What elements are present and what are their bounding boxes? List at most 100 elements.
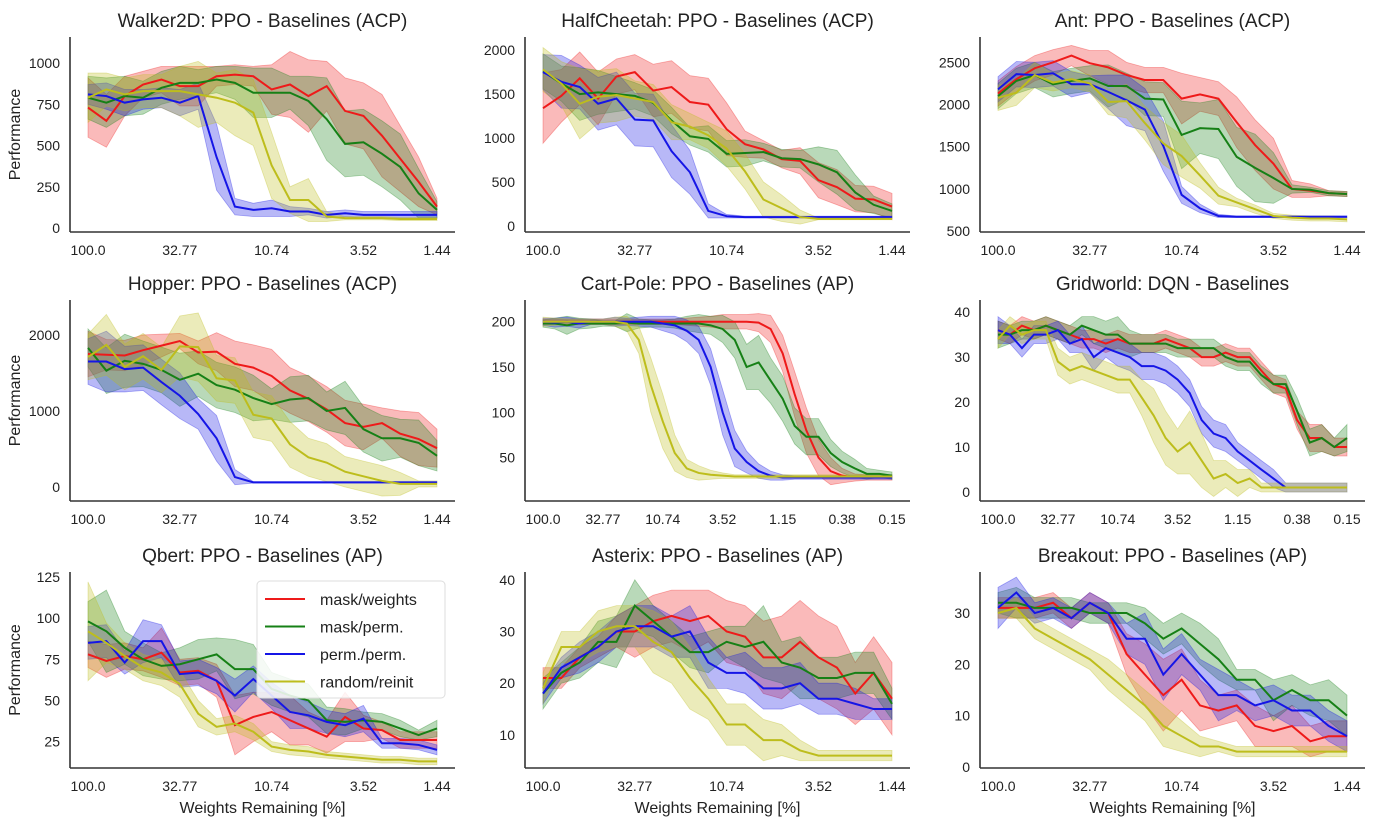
- x-tick-label: 100.0: [980, 511, 1015, 527]
- line-random-reinit: [997, 324, 1347, 489]
- x-tick-label: 100.0: [70, 778, 105, 794]
- y-tick-label: 2000: [939, 97, 970, 113]
- x-tick-label: 1.44: [1333, 242, 1360, 258]
- line-mask-weights: [542, 71, 893, 208]
- x-tick-label: 3.52: [805, 778, 832, 794]
- x-tick-label: 100.0: [70, 242, 105, 258]
- y-tick-label: 1500: [484, 86, 515, 102]
- x-tick-label: 32.77: [617, 778, 652, 794]
- x-tick-label: 3.52: [350, 242, 377, 258]
- y-tick-label: 0: [52, 220, 60, 236]
- y-tick-label: 0: [507, 218, 515, 234]
- line-mask-weights: [997, 54, 1348, 196]
- x-tick-label: 32.77: [1072, 242, 1107, 258]
- subplot-qbert: 100.0 32.77 10.74 3.52 1.44 25 50 75 100 125 Qbert…: [7, 546, 455, 817]
- subplot-ant: 100.0 32.77 10.74 3.52 1.44 500 1000 1500 2000 25…: [939, 11, 1365, 258]
- line-perm-perm: [88, 360, 437, 484]
- line-perm-perm: [87, 93, 437, 216]
- x-tick-label: 10.74: [254, 242, 289, 258]
- x-tick-label: 10.74: [254, 778, 289, 794]
- x-tick-label: 100.0: [70, 511, 105, 527]
- subplot-title: Breakout: PPO - Baselines (AP): [1038, 546, 1307, 567]
- y-tick-label: 10: [954, 439, 970, 455]
- y-tick-label: 100: [37, 610, 61, 626]
- y-tick-label: 1000: [29, 55, 60, 71]
- line-mask-perm: [998, 601, 1348, 717]
- line-mask-weights: [87, 339, 438, 450]
- legend-label: perm./perm.: [320, 647, 406, 664]
- line-random-reinit: [87, 343, 437, 485]
- x-tick-label: 3.52: [1260, 778, 1287, 794]
- line-mask-weights: [87, 651, 437, 741]
- subplot-title: Hopper: PPO - Baselines (ACP): [128, 274, 397, 295]
- line-random-reinit: [87, 630, 437, 763]
- x-tick-label: 100.0: [980, 778, 1015, 794]
- x-tick-label: 0.15: [878, 511, 905, 527]
- x-tick-label: 0.38: [828, 511, 855, 527]
- x-tick-label: 1.15: [1224, 511, 1251, 527]
- x-tick-label: 1.44: [423, 511, 450, 527]
- subplot-walker2d: 100.0 32.77 10.74 3.52 1.44 0 250 500 750 1000 Wal…: [7, 11, 455, 258]
- y-tick-label: 20: [954, 656, 970, 672]
- x-tick-label: 0.15: [1333, 511, 1360, 527]
- y-tick-label: 75: [44, 651, 60, 667]
- y-axis-label: Performance: [7, 89, 24, 181]
- y-tick-label: 500: [492, 174, 516, 190]
- x-tick-label: 32.77: [1072, 778, 1107, 794]
- legend-label: random/reinit: [320, 675, 414, 692]
- subplot-title: Asterix: PPO - Baselines (AP): [592, 546, 843, 567]
- y-tick-label: 1500: [939, 139, 970, 155]
- y-tick-label: 500: [947, 223, 971, 239]
- y-tick-label: 1000: [484, 130, 515, 146]
- subplot-title: Qbert: PPO - Baselines (AP): [142, 546, 383, 567]
- line-mask-perm: [998, 324, 1348, 449]
- y-tick-label: 750: [37, 96, 61, 112]
- y-tick-label: 500: [37, 138, 61, 154]
- subplot-title: Ant: PPO - Baselines (ACP): [1055, 11, 1290, 32]
- subplot-title: HalfCheetah: PPO - Baselines (ACP): [561, 11, 874, 32]
- x-tick-label: 3.52: [350, 778, 377, 794]
- y-tick-label: 50: [499, 450, 515, 466]
- legend-box: [256, 580, 446, 699]
- y-tick-label: 2500: [939, 54, 970, 70]
- y-tick-label: 0: [962, 759, 970, 775]
- band-random-reinit: [87, 312, 438, 497]
- y-axis-label: Performance: [7, 624, 24, 716]
- x-tick-label: 0.38: [1283, 511, 1310, 527]
- line-mask-weights: [998, 601, 1347, 743]
- line-perm-perm: [542, 625, 892, 711]
- y-tick-label: 20: [954, 394, 970, 410]
- y-tick-label: 50: [44, 692, 60, 708]
- x-tick-label: 32.77: [585, 511, 620, 527]
- subplot-hopper: 100.0 32.77 10.74 3.52 1.44 0 1000 2000 Hopper: …: [7, 274, 455, 527]
- x-tick-label: 32.77: [162, 511, 197, 527]
- x-tick-label: 10.74: [1100, 511, 1135, 527]
- x-tick-label: 3.52: [805, 242, 832, 258]
- y-tick-label: 10: [954, 708, 970, 724]
- x-tick-label: 100.0: [525, 511, 560, 527]
- line-mask-perm: [542, 70, 893, 212]
- y-tick-label: 2000: [29, 327, 60, 343]
- line-mask-perm: [87, 347, 438, 457]
- y-tick-label: 125: [37, 569, 61, 585]
- x-tick-label: 1.44: [423, 242, 450, 258]
- y-tick-label: 200: [492, 314, 516, 330]
- y-tick-label: 20: [499, 675, 515, 691]
- line-random-reinit: [542, 625, 892, 757]
- x-tick-label: 10.74: [645, 511, 680, 527]
- x-tick-label: 3.52: [1164, 511, 1191, 527]
- y-tick-label: 40: [499, 572, 515, 588]
- y-tick-label: 0: [962, 484, 970, 500]
- y-axis-label: Performance: [7, 355, 24, 447]
- band-perm-perm: [542, 605, 893, 720]
- band-random-reinit: [87, 581, 438, 766]
- y-tick-label: 30: [954, 349, 970, 365]
- y-tick-label: 1000: [939, 181, 970, 197]
- line-random-reinit: [87, 88, 437, 220]
- x-tick-label: 1.15: [769, 511, 796, 527]
- y-tick-label: 100: [492, 404, 516, 420]
- x-tick-label: 3.52: [1260, 242, 1287, 258]
- subplot-cart-pole: 100.0 32.77 10.74 3.52 1.15 0.38 0.15 50 100 150 2…: [492, 274, 910, 527]
- x-tick-label: 10.74: [254, 511, 289, 527]
- y-tick-label: 0: [52, 479, 60, 495]
